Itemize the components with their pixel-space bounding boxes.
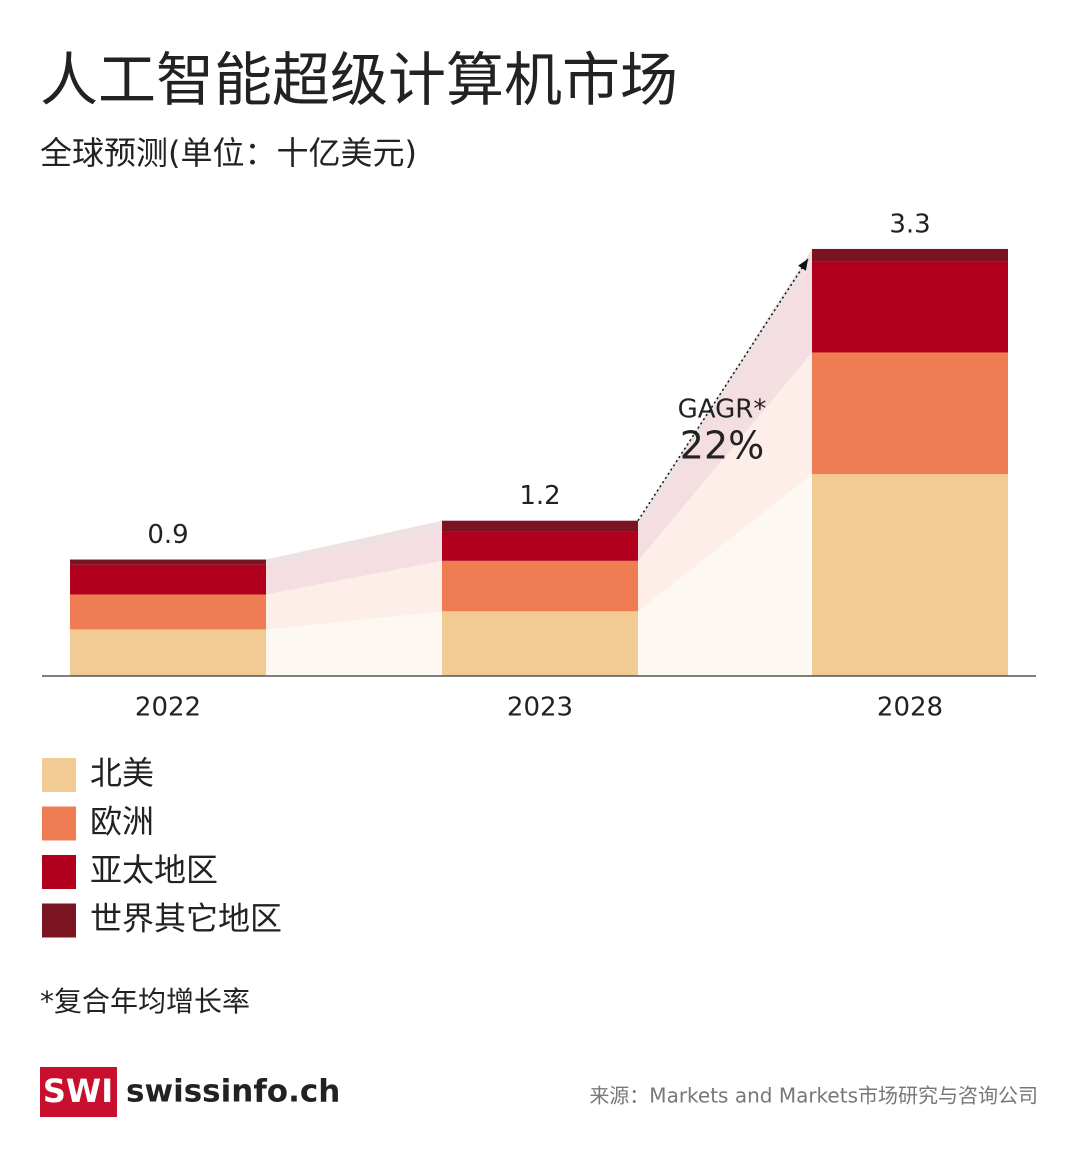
- total-label: 1.2: [519, 481, 560, 511]
- bar-segment: [70, 629, 266, 676]
- legend-swatch: [42, 758, 76, 792]
- flow-band: [266, 611, 442, 676]
- bar-segment: [812, 352, 1008, 475]
- flow-band: [266, 560, 442, 630]
- legend-swatch: [42, 806, 76, 841]
- legend-label: 欧洲: [90, 803, 154, 841]
- total-label: 3.3: [889, 209, 930, 239]
- footnote: *复合年均增长率: [40, 985, 250, 1018]
- logo-text: swissinfo.ch: [126, 1074, 340, 1110]
- flow-band: [266, 531, 442, 595]
- bar-segment: [812, 261, 1008, 353]
- flow-band: [266, 520, 442, 565]
- x-tick-label: 2028: [877, 693, 943, 723]
- growth-arrow: [637, 258, 809, 522]
- bar-segment: [70, 564, 266, 595]
- chart-subtitle: 全球预测(单位：十亿美元): [40, 134, 417, 172]
- bar-segment: [442, 611, 638, 676]
- logo-mark: SWI: [43, 1072, 113, 1110]
- bar-segment: [442, 520, 638, 532]
- flow-band: [638, 261, 812, 561]
- legend-label: 世界其它地区: [90, 900, 282, 938]
- total-label: 0.9: [147, 520, 188, 550]
- logo-box: [40, 1067, 117, 1117]
- legend-label: 亚太地区: [90, 851, 218, 889]
- bars: [70, 248, 1008, 676]
- source: 来源：Markets and Markets市场研究与咨询公司: [589, 1084, 1038, 1108]
- flow-band: [638, 248, 812, 532]
- flow-band: [638, 474, 812, 676]
- legend-label: 北美: [90, 754, 154, 792]
- x-tick-label: 2023: [507, 693, 573, 723]
- bands: [266, 248, 812, 676]
- bar-segment: [442, 560, 638, 612]
- annotation-value: 22%: [680, 424, 764, 468]
- legend-swatch: [42, 903, 76, 938]
- bar-segment: [812, 248, 1008, 262]
- legend-swatch: [42, 855, 76, 889]
- bar-segment: [70, 559, 266, 565]
- arrow-head: [798, 258, 808, 271]
- bar-segment: [70, 594, 266, 630]
- annotation-label: GAGR*: [678, 395, 767, 425]
- flow-band: [638, 352, 812, 612]
- x-tick-label: 2022: [135, 693, 201, 723]
- bar-segment: [442, 531, 638, 561]
- bar-segment: [812, 474, 1008, 676]
- chart-title: 人工智能超级计算机市场: [40, 46, 678, 114]
